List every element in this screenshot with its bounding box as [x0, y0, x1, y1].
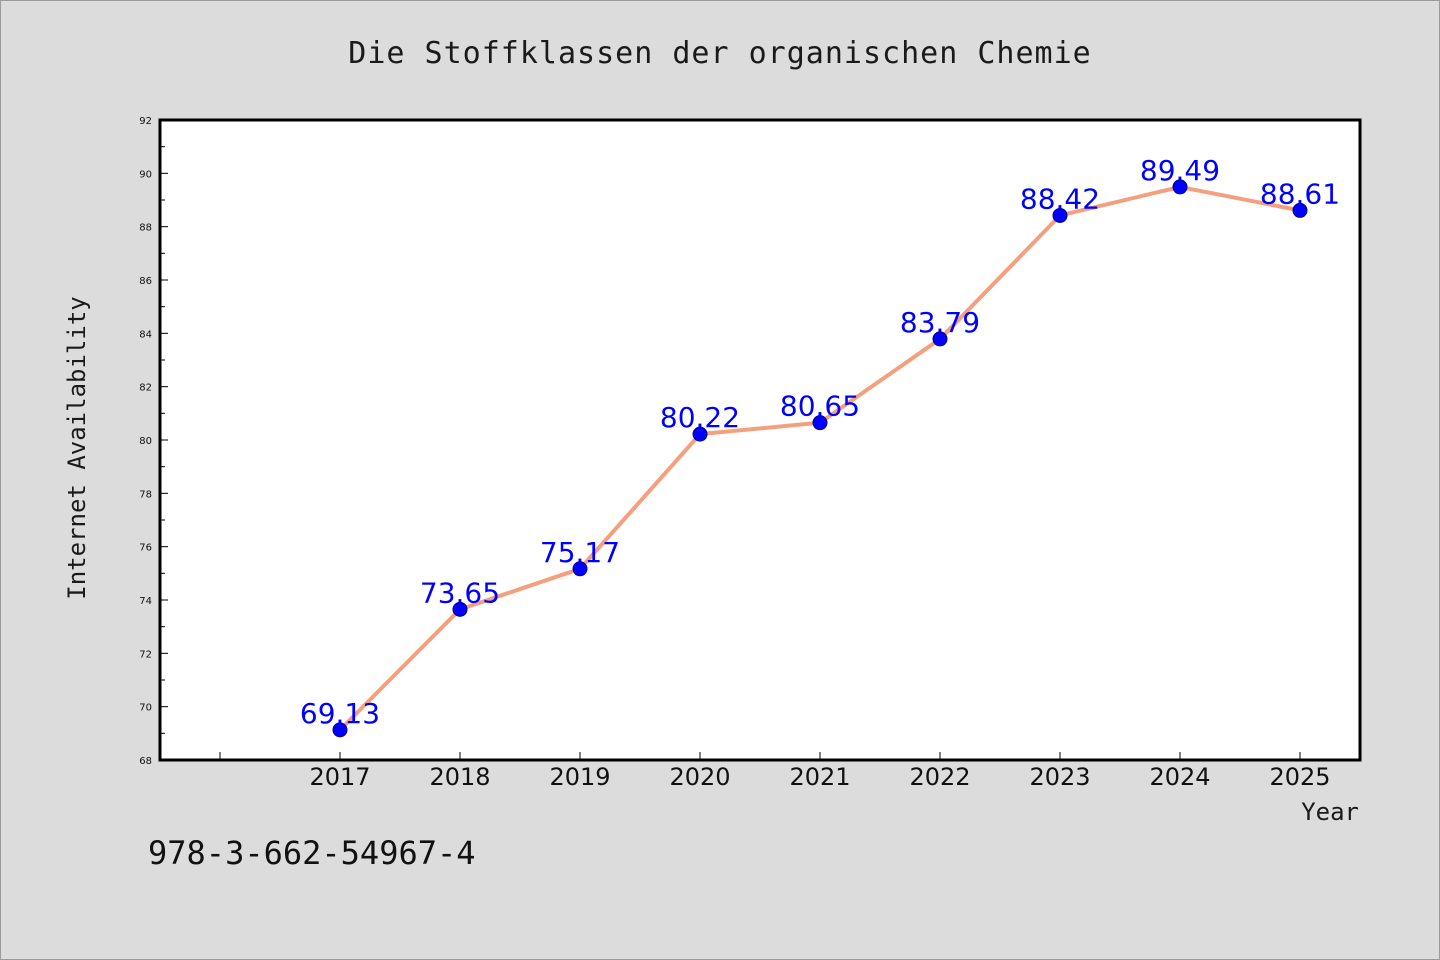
data-markers	[332, 179, 1308, 738]
y-tick-label: 90	[139, 169, 152, 180]
x-tick-label: 2021	[789, 763, 850, 791]
x-tick-label: 2017	[309, 763, 370, 791]
y-tick-label: 82	[139, 383, 152, 394]
y-tick-label: 88	[139, 223, 152, 234]
y-tick-label: 68	[139, 756, 152, 767]
data-label: 89.49	[1140, 154, 1220, 187]
data-point	[1172, 179, 1188, 195]
data-label: 80.22	[660, 401, 740, 434]
data-label: 69.13	[300, 697, 380, 730]
data-label: 73.65	[420, 576, 500, 609]
y-axis-label: Internet Availability	[63, 296, 91, 599]
data-label: 88.61	[1260, 177, 1340, 210]
x-tick-label: 2020	[669, 763, 730, 791]
data-point	[932, 331, 948, 347]
y-tick-label: 72	[139, 649, 152, 660]
y-tick-label: 80	[139, 436, 152, 447]
x-axis-ticks: 2017 2018 2019 2020 2021 2022 2023 2024 2025	[219, 752, 1331, 791]
chart-title: Die Stoffklassen der organischen Chemie	[348, 36, 1091, 71]
x-tick-label: 2018	[429, 763, 490, 791]
data-label: 75.17	[540, 536, 620, 569]
data-point	[1052, 207, 1068, 223]
data-label: 88.42	[1020, 182, 1100, 215]
data-point	[452, 601, 468, 617]
x-tick-label: 2022	[909, 763, 970, 791]
x-tick-label: 2023	[1029, 763, 1090, 791]
y-tick-label: 70	[139, 703, 152, 714]
isbn-text: 978-3-662-54967-4	[148, 834, 476, 872]
data-point	[692, 426, 708, 442]
data-point	[812, 415, 828, 431]
x-tick-label: 2019	[549, 763, 610, 791]
data-point	[1292, 202, 1308, 218]
data-point	[572, 561, 588, 577]
y-tick-label: 86	[139, 276, 152, 287]
x-tick-label: 2024	[1149, 763, 1210, 791]
y-tick-label: 76	[139, 543, 152, 554]
y-tick-label: 84	[139, 329, 152, 340]
data-labels: 69.13 73.65 75.17 80.22 80.65 83.79 88.42 89.49…	[300, 154, 1340, 730]
x-axis-label: Year	[1301, 798, 1359, 826]
y-tick-label: 92	[139, 116, 152, 127]
data-label: 80.65	[780, 390, 860, 423]
plot-area	[158, 118, 1362, 762]
data-point	[332, 722, 348, 738]
data-label: 83.79	[900, 306, 980, 339]
x-tick-label: 2025	[1269, 763, 1330, 791]
y-axis-ticks: 68 70 72 74 76 78 80 82 84 86 88 90 92	[139, 116, 168, 767]
y-tick-label: 78	[139, 489, 152, 500]
y-tick-label: 74	[139, 596, 152, 607]
